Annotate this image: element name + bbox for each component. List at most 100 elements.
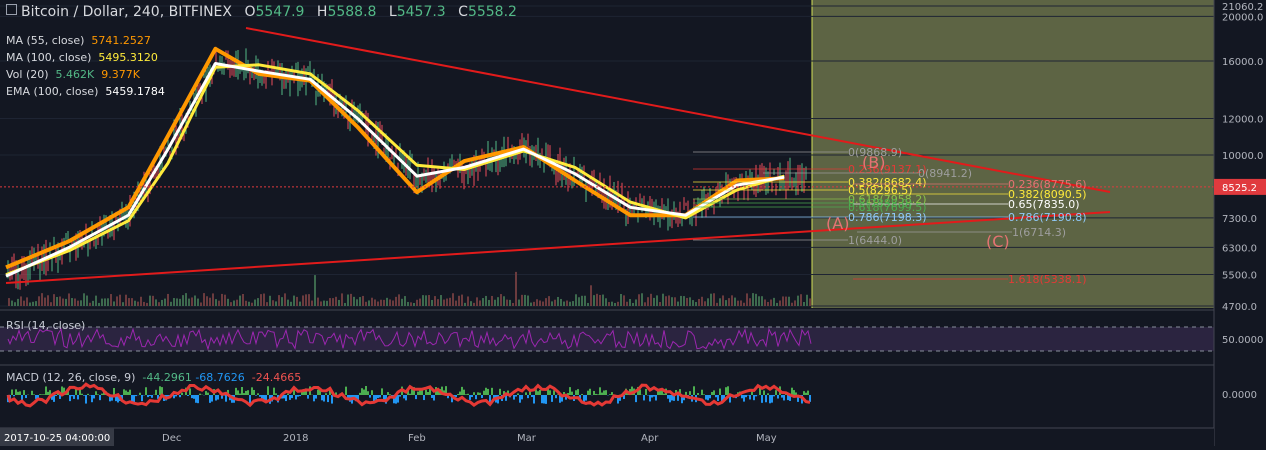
volume-bar — [302, 295, 304, 306]
wave-label: (C) — [986, 232, 1010, 251]
volume-bar — [281, 297, 283, 306]
volume-bar — [326, 300, 328, 306]
macd-axis-label: 0.0000 — [1222, 390, 1257, 401]
volume-bar — [596, 293, 598, 306]
price-tick-label: 12000.0 — [1222, 115, 1263, 126]
volume-bar — [371, 297, 373, 306]
volume-bar — [320, 301, 322, 306]
volume-bar — [164, 298, 166, 306]
volume-bar — [437, 299, 439, 306]
volume-bar — [101, 298, 103, 306]
volume-bar — [191, 297, 193, 306]
time-tick-label: Feb — [408, 433, 426, 444]
volume-bar — [56, 296, 58, 306]
volume-bar — [752, 293, 754, 306]
volume-bar — [485, 295, 487, 306]
time-tick-label: Dec — [162, 433, 181, 444]
pane-separators — [0, 309, 1214, 366]
volume-bar — [347, 294, 349, 306]
volume-bar — [515, 271, 517, 306]
volume-bar — [89, 302, 91, 306]
volume-bar — [395, 296, 397, 306]
volume-bar — [116, 296, 118, 306]
volume-bar — [239, 295, 241, 306]
volume-bar — [644, 302, 646, 306]
price-tick-label: 20000.0 — [1222, 12, 1263, 23]
rsi-band — [0, 327, 1214, 351]
volume-bar — [440, 295, 442, 306]
volume-bar — [458, 295, 460, 306]
volume-bar — [20, 296, 22, 306]
volume-bar — [122, 302, 124, 306]
volume-bar — [398, 294, 400, 306]
volume-bar — [482, 298, 484, 306]
volume-bar — [140, 296, 142, 306]
legend-ema100[interactable]: EMA (100, close) 5459.1784 — [6, 83, 165, 100]
fib-level-label: 0.236(8775.6) — [1008, 178, 1087, 191]
macd-value-macd: -68.7626 — [195, 371, 245, 384]
volume-bar — [11, 300, 13, 306]
volume-bar — [494, 299, 496, 306]
time-tick-label: Apr — [641, 433, 659, 444]
volume-bar — [476, 297, 478, 306]
volume-bar — [218, 300, 220, 306]
volume-bar — [248, 301, 250, 306]
volume-bar — [167, 293, 169, 306]
volume-bar — [359, 297, 361, 306]
macd-legend[interactable]: MACD (12, 26, close, 9) -44.2961 -68.762… — [6, 371, 301, 384]
legend-vol[interactable]: Vol (20) 5.462K 9.377K — [6, 66, 165, 83]
indicator-legend: MA (55, close) 5741.2527 MA (100, close)… — [6, 32, 165, 100]
rsi-legend[interactable]: RSI (14, close) — [6, 319, 85, 332]
volume-bar — [269, 295, 271, 306]
price-axis-bg — [1214, 0, 1266, 446]
volume-bar — [317, 297, 319, 306]
last-price-label: 8525.2 — [1222, 183, 1257, 194]
volume-bar — [182, 295, 184, 306]
volume-bar — [674, 297, 676, 306]
volume-bar — [800, 294, 802, 306]
volume-bar — [701, 296, 703, 306]
volume-bar — [50, 302, 52, 306]
volume-bar — [26, 297, 28, 306]
volume-bar — [506, 299, 508, 306]
wave-label: (B) — [862, 153, 885, 172]
volume-bar — [308, 294, 310, 306]
volume-bar — [728, 298, 730, 306]
volume-bar — [473, 302, 475, 306]
volume-bar — [392, 300, 394, 306]
volume-bar — [335, 296, 337, 306]
volume-bar — [404, 296, 406, 306]
volume-bar — [254, 299, 256, 306]
volume-bar — [491, 295, 493, 306]
volume-bar — [365, 301, 367, 306]
last-price-badge — [1214, 178, 1266, 195]
volume-bar — [716, 302, 718, 306]
rsi-axis-label: 50.0000 — [1222, 335, 1263, 346]
volume-bar — [557, 296, 559, 306]
volume-bar — [119, 294, 121, 306]
volume-bar — [44, 297, 46, 306]
time-cursor-badge — [0, 428, 114, 446]
volume-bar — [188, 298, 190, 306]
volume-bar — [74, 298, 76, 306]
legend-ma55[interactable]: MA (55, close) 5741.2527 — [6, 32, 165, 49]
volume-bar — [527, 295, 529, 306]
volume-bar — [380, 299, 382, 306]
time-cursor-label: 2017-10-25 04:00:00 — [4, 433, 110, 444]
volume-bar — [632, 302, 634, 306]
volume-bar — [368, 300, 370, 306]
volume-bar — [215, 299, 217, 306]
volume-bar — [698, 298, 700, 306]
time-axis[interactable]: 2017-10-25 04:00:00 Dec 2018 Feb Mar Apr May — [0, 427, 1214, 446]
volume-bar — [113, 301, 115, 306]
volume-bar — [758, 296, 760, 306]
volume-bar — [86, 295, 88, 306]
volume-bar — [662, 293, 664, 306]
volume-bar — [719, 298, 721, 306]
collapse-square-icon[interactable] — [6, 4, 17, 15]
legend-ma100[interactable]: MA (100, close) 5495.3120 — [6, 49, 165, 66]
volume-bar — [581, 295, 583, 306]
